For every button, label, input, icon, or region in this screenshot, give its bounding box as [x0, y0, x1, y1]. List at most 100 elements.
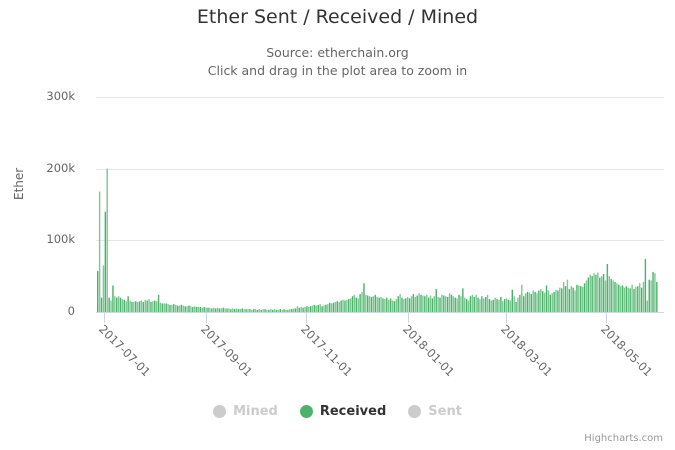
bar[interactable]	[443, 295, 445, 312]
bar[interactable]	[363, 283, 365, 312]
bar[interactable]	[211, 308, 213, 313]
bar[interactable]	[483, 298, 485, 312]
bar[interactable]	[517, 297, 519, 312]
bar[interactable]	[116, 297, 118, 312]
bar[interactable]	[559, 287, 561, 312]
bar[interactable]	[317, 304, 320, 312]
bar[interactable]	[336, 301, 339, 313]
bar[interactable]	[486, 294, 489, 312]
bar[interactable]	[452, 296, 455, 312]
bar[interactable]	[304, 306, 306, 312]
bar[interactable]	[249, 309, 251, 312]
bar[interactable]	[446, 296, 449, 312]
bar[interactable]	[224, 308, 226, 313]
bar[interactable]	[138, 301, 141, 313]
bar[interactable]	[583, 283, 586, 312]
bar[interactable]	[108, 297, 110, 312]
bar[interactable]	[264, 309, 266, 312]
bar[interactable]	[642, 281, 645, 312]
bar[interactable]	[338, 301, 340, 312]
bar[interactable]	[591, 276, 593, 312]
bar[interactable]	[568, 289, 571, 312]
bar[interactable]	[566, 279, 569, 313]
bar[interactable]	[313, 304, 316, 312]
bar[interactable]	[239, 309, 242, 312]
bar[interactable]	[378, 297, 380, 312]
bar[interactable]	[551, 293, 553, 312]
bar[interactable]	[484, 296, 487, 312]
bar[interactable]	[629, 288, 631, 312]
bar[interactable]	[112, 285, 114, 312]
bar[interactable]	[380, 296, 382, 312]
bar[interactable]	[374, 294, 377, 312]
bar[interactable]	[287, 309, 289, 312]
bar[interactable]	[456, 298, 458, 312]
bar[interactable]	[435, 289, 437, 312]
bar[interactable]	[209, 307, 211, 312]
bar[interactable]	[494, 297, 496, 312]
bar[interactable]	[401, 297, 403, 312]
legend-item-mined[interactable]: Mined	[213, 404, 278, 419]
bar[interactable]	[247, 309, 249, 312]
bar[interactable]	[589, 274, 591, 312]
bar[interactable]	[190, 306, 192, 312]
bar[interactable]	[235, 308, 238, 313]
bar[interactable]	[627, 287, 629, 312]
bar[interactable]	[534, 291, 536, 312]
bar[interactable]	[652, 271, 654, 312]
bar[interactable]	[277, 309, 280, 312]
bar[interactable]	[97, 271, 99, 312]
bar[interactable]	[505, 298, 508, 312]
bar[interactable]	[578, 285, 580, 312]
bar[interactable]	[633, 289, 635, 312]
bar[interactable]	[353, 294, 356, 312]
bar[interactable]	[332, 302, 335, 312]
bar[interactable]	[395, 299, 397, 312]
bar[interactable]	[604, 280, 607, 312]
bar[interactable]	[114, 296, 116, 312]
bar[interactable]	[460, 296, 462, 312]
bar[interactable]	[464, 297, 466, 312]
bar[interactable]	[348, 299, 350, 312]
bar[interactable]	[100, 297, 103, 312]
bar[interactable]	[201, 307, 204, 312]
bar[interactable]	[178, 305, 181, 312]
bar[interactable]	[650, 280, 652, 312]
bar[interactable]	[351, 296, 354, 312]
bar[interactable]	[439, 297, 441, 312]
bar[interactable]	[372, 296, 375, 312]
bar[interactable]	[595, 274, 597, 312]
bar[interactable]	[610, 279, 612, 312]
bar[interactable]	[614, 281, 616, 312]
bar[interactable]	[300, 306, 302, 312]
bar[interactable]	[319, 304, 321, 312]
bar[interactable]	[367, 295, 369, 312]
bar[interactable]	[203, 306, 205, 312]
bar[interactable]	[587, 277, 590, 312]
bar[interactable]	[252, 309, 255, 312]
bar[interactable]	[146, 300, 148, 312]
bar[interactable]	[271, 309, 274, 312]
bar[interactable]	[104, 211, 107, 312]
bar[interactable]	[214, 308, 217, 313]
bar[interactable]	[564, 286, 567, 312]
bar[interactable]	[384, 299, 386, 312]
bar[interactable]	[458, 294, 460, 312]
bar[interactable]	[254, 309, 257, 312]
bar[interactable]	[176, 305, 179, 312]
bar[interactable]	[268, 309, 270, 312]
bar[interactable]	[346, 299, 348, 312]
bar[interactable]	[315, 305, 318, 312]
bar[interactable]	[612, 280, 614, 312]
bar[interactable]	[619, 286, 622, 312]
credits-link[interactable]: Highcharts.com	[584, 433, 663, 444]
bar[interactable]	[637, 286, 639, 312]
bar[interactable]	[585, 280, 588, 312]
bar[interactable]	[262, 309, 264, 312]
bar[interactable]	[427, 297, 430, 312]
bar[interactable]	[391, 300, 394, 312]
bar[interactable]	[521, 284, 523, 312]
bar[interactable]	[308, 306, 310, 312]
bar[interactable]	[528, 292, 531, 312]
bar[interactable]	[311, 305, 314, 312]
